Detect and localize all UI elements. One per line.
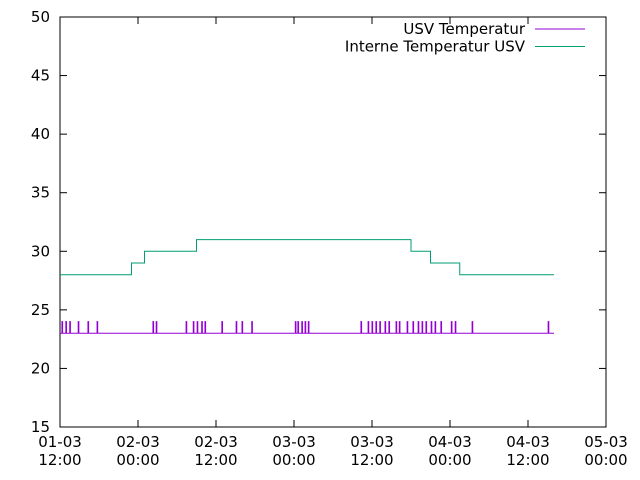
x-tick-label-line: 00:00 bbox=[116, 451, 159, 469]
x-tick-label: 03-03 00:00 bbox=[272, 433, 316, 469]
y-tick-label: 45 bbox=[31, 67, 50, 85]
y-tick-label: 15 bbox=[31, 418, 50, 436]
x-tick-label: 04-03 12:00 bbox=[506, 433, 550, 469]
x-tick-label-line: 12:00 bbox=[506, 451, 549, 469]
x-tick-label: 05-03 00:00 bbox=[584, 433, 628, 469]
step-line bbox=[60, 239, 554, 276]
y-tick-label: 50 bbox=[31, 8, 50, 26]
x-tick-label-line: 04-03 bbox=[506, 433, 550, 451]
x-tick-label: 01-03 12:00 bbox=[38, 433, 82, 469]
legend-label: USV Temperatur bbox=[403, 20, 525, 38]
x-tick-label-line: 03-03 bbox=[272, 433, 316, 451]
y-tick-label: 25 bbox=[31, 301, 50, 319]
y-tick-label: 40 bbox=[31, 125, 50, 143]
x-tick-label-line: 04-03 bbox=[428, 433, 472, 451]
plot-frame bbox=[59, 16, 607, 428]
x-tick-label: 02-03 12:00 bbox=[194, 433, 238, 469]
x-tick-label-line: 00:00 bbox=[272, 451, 315, 469]
y-tick-label: 35 bbox=[31, 184, 50, 202]
y-tick-label: 30 bbox=[31, 242, 50, 260]
x-tick-label: 04-03 00:00 bbox=[428, 433, 472, 469]
x-tick-label-line: 00:00 bbox=[428, 451, 471, 469]
x-tick-label-line: 02-03 bbox=[194, 433, 238, 451]
x-tick-label-line: 12:00 bbox=[38, 451, 81, 469]
x-tick-label-line: 05-03 bbox=[584, 433, 628, 451]
x-tick-label-line: 12:00 bbox=[194, 451, 237, 469]
y-tick-label: 20 bbox=[31, 359, 50, 377]
x-tick-label: 03-03 12:00 bbox=[350, 433, 394, 469]
x-tick-label-line: 01-03 bbox=[38, 433, 82, 451]
x-tick-label-line: 03-03 bbox=[350, 433, 394, 451]
x-tick-label: 02-03 00:00 bbox=[116, 433, 160, 469]
x-tick-label-line: 12:00 bbox=[350, 451, 393, 469]
legend-label: Interne Temperatur USV bbox=[345, 38, 526, 56]
x-tick-label-line: 00:00 bbox=[584, 451, 627, 469]
step-line bbox=[60, 321, 554, 334]
x-tick-label-line: 02-03 bbox=[116, 433, 160, 451]
